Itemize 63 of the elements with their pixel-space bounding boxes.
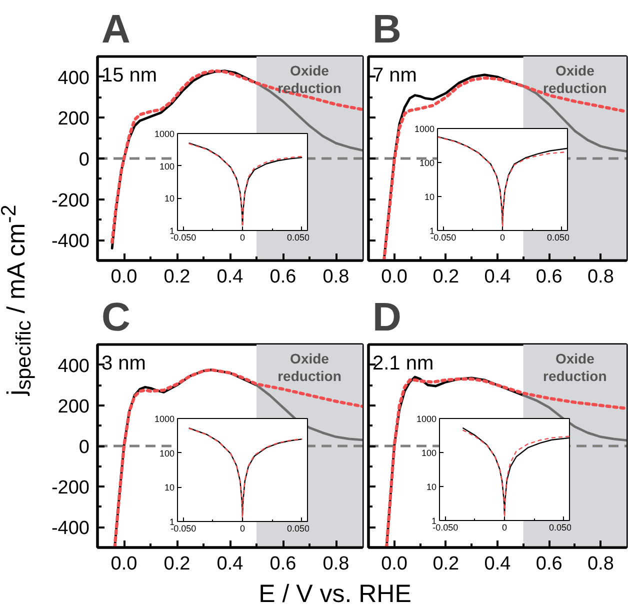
annotation: 3 nm: [102, 352, 146, 374]
x-tick-label: 0.6: [536, 266, 562, 288]
x-tick-label: 0.0: [110, 266, 138, 288]
x-tick-label: 0: [500, 232, 506, 242]
x-tick-label: 0.6: [270, 266, 296, 288]
y-tick-label: 200: [58, 108, 90, 130]
x-tick-label: 0: [240, 524, 246, 534]
x-tick-label: 0.8: [587, 266, 614, 288]
chart-title: C: [102, 296, 130, 340]
x-tick-label: 0.6: [270, 554, 296, 574]
y-tick-label: 100: [159, 448, 175, 458]
x-tick-label: 0.2: [164, 266, 190, 288]
y-tick-label: 1000: [416, 414, 437, 424]
chart-title: D: [372, 296, 402, 340]
y-tick-label: 100: [419, 158, 435, 168]
x-tick-label: 0.4: [484, 554, 512, 574]
y-tick-label: 400: [58, 68, 90, 89]
y-tick-label: -200: [51, 190, 90, 212]
x-tick-label: 0.0: [110, 554, 138, 574]
band-label: Oxide reduction: [278, 62, 342, 96]
x-tick-label: 0.8: [322, 266, 350, 288]
y-tick-label: 1000: [154, 129, 175, 139]
x-tick-label: 0.8: [587, 554, 614, 574]
annotation: 2.1 nm: [372, 352, 434, 374]
x-tick-label: 0.2: [432, 554, 460, 574]
y-tick-label: -400: [51, 231, 90, 252]
y-tick-label: 400: [58, 356, 90, 377]
y-tick-label: 0: [78, 437, 90, 458]
x-tick-label: 0.2: [432, 266, 460, 288]
x-tick-label: 0.0: [381, 554, 408, 574]
y-tick-label: -400: [51, 518, 90, 540]
x-tick-label: 0: [502, 522, 508, 532]
x-tick-label: 0.050: [286, 232, 310, 242]
x-tick-label: 0.050: [548, 522, 572, 532]
annotation: 7 nm: [372, 64, 417, 86]
band-label: Oxide reduction: [278, 350, 342, 384]
x-tick-label: 0.050: [286, 524, 310, 534]
x-tick-label: 0.6: [536, 554, 562, 574]
y-tick-label: 1000: [154, 414, 175, 424]
band-label: Oxide reduction: [543, 62, 607, 96]
chart-title: B: [372, 8, 402, 52]
x-tick-label: 0.0: [381, 266, 408, 288]
chart-title: A: [102, 8, 130, 52]
x-tick-label: 0.050: [546, 232, 570, 242]
y-tick-label: 10: [426, 482, 437, 492]
y-tick-label: 100: [159, 161, 175, 172]
band-label: Oxide reduction: [543, 350, 607, 384]
x-tick-label: 0: [240, 232, 246, 242]
y-tick-label: 200: [58, 396, 90, 418]
y-tick-label: 0: [78, 150, 90, 170]
y-tick-label: 10: [424, 192, 435, 202]
x-tick-label: 0.8: [322, 554, 350, 574]
x-tick-label: 0.4: [484, 266, 512, 288]
y-tick-label: -200: [51, 478, 90, 499]
y-tick-label: 1000: [414, 124, 435, 134]
y-tick-label: 100: [421, 448, 437, 458]
x-tick-label: 0.2: [164, 554, 190, 574]
x-tick-label: 0.4: [216, 266, 244, 288]
x-axis-title: E / V vs. RHE: [258, 580, 412, 609]
y-tick-label: 10: [164, 194, 175, 204]
x-tick-label: 0.4: [216, 554, 244, 574]
y-tick-label: 10: [164, 482, 175, 493]
annotation: 15 nm: [102, 64, 158, 86]
